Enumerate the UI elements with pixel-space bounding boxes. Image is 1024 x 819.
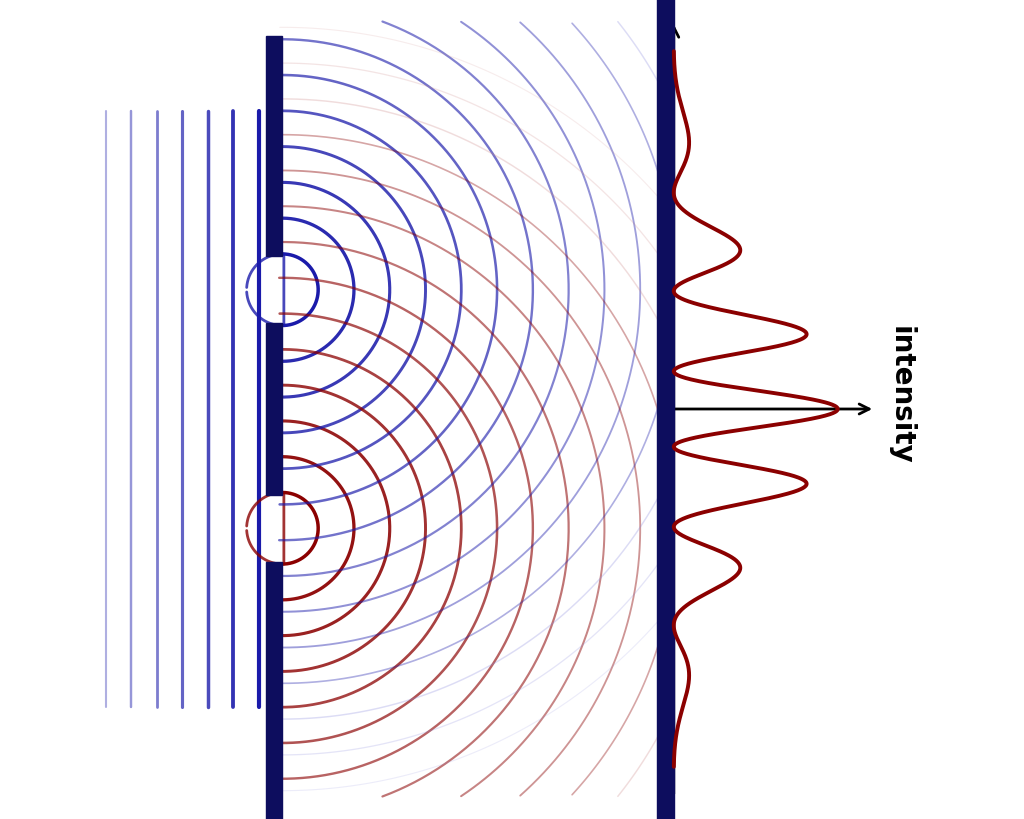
- Bar: [657, 0, 674, 819]
- Bar: [266, 37, 283, 257]
- Bar: [266, 562, 283, 819]
- Text: intensity: intensity: [886, 325, 914, 464]
- Bar: [266, 324, 283, 495]
